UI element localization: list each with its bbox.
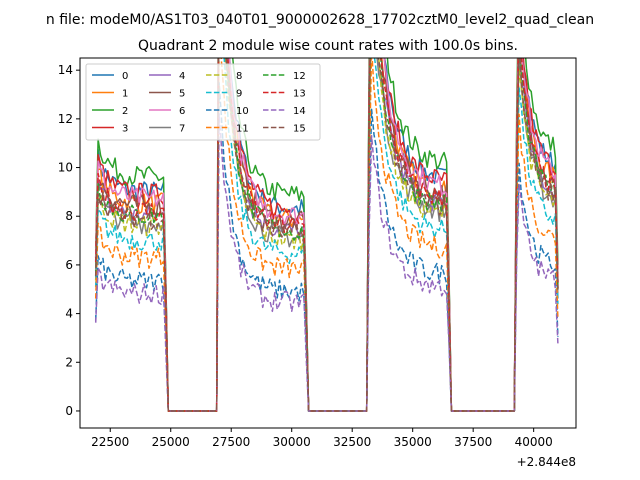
legend-label-9: 9 [236, 89, 242, 100]
legend-label-12: 12 [293, 71, 306, 82]
y-tick-label: 4 [65, 307, 73, 321]
legend-label-6: 6 [179, 106, 185, 117]
x-tick-label: 37500 [454, 435, 492, 449]
legend-label-11: 11 [236, 124, 249, 135]
legend-label-14: 14 [293, 106, 306, 117]
x-axis: 22500 25000 27500 30000 32500 35000 37500 40000 [91, 428, 553, 449]
plot-frame [79, 57, 577, 429]
legend-label-2: 2 [122, 106, 128, 117]
series-lines [94, 58, 559, 412]
y-tick-label: 12 [58, 112, 73, 126]
y-tick-label: 2 [65, 355, 73, 369]
x-tick-label: 27500 [212, 435, 250, 449]
x-tick-label: 22500 [91, 435, 129, 449]
legend-label-3: 3 [122, 124, 128, 135]
y-tick-label: 6 [65, 258, 73, 272]
legend-label-10: 10 [236, 106, 249, 117]
figure-suptitle: n file: modeM0/AS1T03_040T01_9000002628_… [46, 12, 594, 28]
y-tick-label: 8 [65, 209, 73, 223]
y-axis: 0 2 4 6 8 10 12 14 [58, 63, 80, 418]
legend-frame [85, 63, 321, 141]
y-tick-label: 14 [58, 63, 73, 77]
legend-label-8: 8 [236, 71, 242, 82]
legend-label-15: 15 [293, 124, 306, 135]
x-tick-label: 32500 [333, 435, 371, 449]
legend-label-13: 13 [293, 89, 306, 100]
legend-label-0: 0 [122, 71, 128, 82]
x-tick-label: 35000 [394, 435, 432, 449]
legend-label-7: 7 [179, 124, 185, 135]
chart-title: Quadrant 2 module wise count rates with … [138, 38, 518, 54]
x-offset-label: +2.844e8 [517, 455, 576, 469]
x-tick-label: 30000 [273, 435, 311, 449]
legend-label-5: 5 [179, 89, 185, 100]
x-tick-label: 40000 [515, 435, 553, 449]
y-tick-label: 10 [58, 161, 73, 175]
x-tick-label: 25000 [152, 435, 190, 449]
legend-label-1: 1 [122, 89, 128, 100]
y-tick-label: 0 [65, 404, 73, 418]
series-line-15 [94, 58, 559, 412]
legend-label-4: 4 [179, 71, 185, 82]
